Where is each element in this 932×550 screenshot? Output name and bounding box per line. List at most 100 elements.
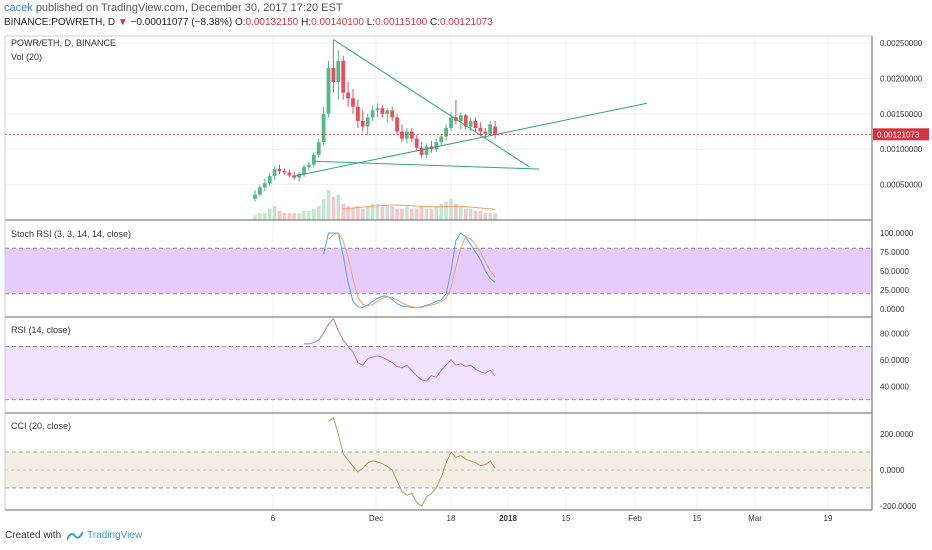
trendline (294, 102, 648, 177)
pane-frames (4, 35, 873, 511)
volume-bar (414, 208, 419, 220)
volume-bar (287, 213, 292, 220)
indicator-bands (5, 247, 872, 489)
stoch-tick-label: 100.0000 (880, 229, 914, 238)
x-tick-label: 18 (447, 514, 456, 523)
stoch-tick-label: 25.0000 (880, 286, 909, 295)
candle-body (262, 183, 267, 188)
stoch-tick-label: 0.0000 (880, 305, 905, 314)
volume-bar (258, 213, 262, 220)
candle-body (414, 138, 419, 148)
created-with-text: Created with (5, 530, 62, 541)
volume-bar (488, 213, 492, 220)
publisher-link[interactable]: cacek (4, 2, 33, 14)
volume-bar (277, 210, 282, 220)
candle-body (282, 171, 287, 173)
low-label: L: (366, 17, 376, 28)
last-price-label: 0.00121073 (877, 130, 920, 139)
high-label: H: (301, 17, 312, 28)
candle-body (385, 110, 390, 114)
x-tick-label: Feb (628, 514, 642, 523)
axes: 0.00121073 0.00250000 0.00200000 0.00150000… (271, 39, 929, 523)
rsi-band (5, 346, 872, 400)
volume-bar (292, 213, 296, 220)
footer: Created with TradingView (5, 530, 142, 541)
cci-tick-label: 0.0000 (880, 466, 905, 475)
candle-body (405, 131, 409, 139)
candle-body (331, 67, 336, 82)
volume-bar (429, 208, 434, 220)
volume-bar (370, 203, 375, 220)
candle-body (468, 120, 473, 127)
candle-body (360, 120, 365, 127)
stoch-band (5, 248, 872, 294)
rsi-tick-label: 80.0000 (880, 329, 909, 338)
volume-bar (302, 210, 306, 220)
candle-body (292, 175, 297, 178)
volume-bar (400, 208, 404, 220)
volume-bar (380, 206, 385, 220)
candle-body (444, 128, 448, 137)
volume-bar (439, 203, 443, 220)
main-pane-title: POWR/ETH, D, BINANCE (11, 38, 116, 48)
volume-bar (473, 210, 478, 220)
x-tick-label: 2018 (499, 514, 517, 523)
volume-bar (253, 215, 257, 220)
candle-body (424, 146, 429, 155)
volume-pane-label: Vol (20) (11, 52, 42, 62)
indicator-lines (5, 39, 872, 507)
volume-bar (468, 208, 473, 220)
tradingview-logo-icon (67, 531, 84, 540)
cci-label: CCI (20, close) (11, 421, 71, 431)
candle-body (409, 131, 414, 139)
volume-bar (454, 203, 458, 220)
candle-body (493, 126, 497, 135)
volume-bar (336, 194, 341, 220)
candle-body (390, 110, 395, 118)
candle-body (356, 106, 360, 121)
candle-body (311, 154, 316, 165)
volume-bar (331, 196, 336, 220)
volume-bar (483, 213, 488, 220)
volume-bar (375, 203, 380, 220)
volume-bar (346, 206, 350, 220)
candle-body (307, 164, 311, 167)
candle-body (297, 174, 301, 178)
x-tick-label: 6 (271, 514, 276, 523)
volume-bar (444, 201, 448, 220)
open-label: O: (234, 17, 246, 28)
volume-bar (424, 208, 429, 220)
volume-bar (351, 208, 355, 220)
low-value: 0.00115100 (375, 17, 428, 28)
candle-body (370, 110, 375, 118)
candle-body (253, 194, 257, 199)
rsi-tick-label: 40.0000 (880, 382, 909, 391)
candle-body (287, 172, 292, 176)
candle-body (302, 166, 306, 174)
volume-bar (365, 206, 370, 220)
candle-body (380, 108, 385, 114)
x-tick-label: 15 (562, 514, 571, 523)
price-tick-label: 0.00250000 (880, 39, 923, 48)
publish-info: cacek published on TradingView.com, Dece… (4, 2, 343, 14)
x-tick-label: Dec (369, 514, 383, 523)
volume-bar (405, 206, 409, 220)
volume-bar (410, 208, 414, 220)
volume-bar (478, 210, 483, 220)
rsi-label: RSI (14, close) (11, 325, 71, 335)
volume-bar (263, 213, 267, 220)
tradingview-brand[interactable]: TradingView (87, 530, 143, 541)
candle-body (463, 115, 468, 127)
candle-body (346, 92, 350, 99)
price-tick-label: 0.00150000 (880, 110, 923, 119)
change-text: −0.00011077 (−8.38%) (130, 17, 233, 28)
volume-bar (307, 210, 311, 220)
published-text: published on TradingView.com, December 3… (35, 2, 343, 14)
volume-bar (385, 206, 390, 220)
candle-body (258, 187, 262, 195)
candle-body (395, 117, 399, 132)
candle-body (321, 113, 326, 143)
candle-body (365, 117, 370, 127)
volume-bar (282, 213, 287, 220)
